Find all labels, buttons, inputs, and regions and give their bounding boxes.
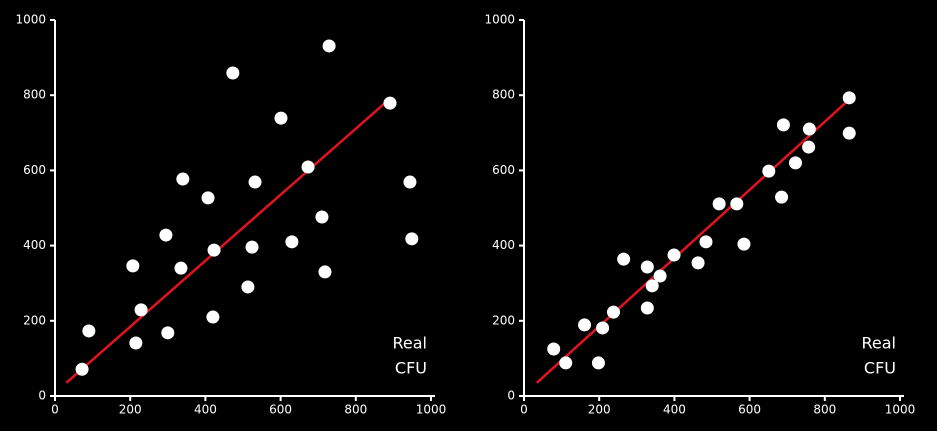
- point: [776, 118, 790, 132]
- point: [712, 197, 726, 211]
- x-tick-label: 1000: [885, 403, 916, 417]
- y-tick-label: 0: [38, 389, 46, 403]
- point: [207, 243, 221, 257]
- point: [241, 280, 255, 294]
- y-tick-label: 600: [23, 163, 46, 177]
- annotation: Real: [862, 334, 897, 353]
- point: [201, 191, 215, 205]
- point: [802, 122, 816, 136]
- point: [667, 248, 681, 262]
- point: [176, 172, 190, 186]
- x-tick-label: 0: [520, 403, 528, 417]
- point: [737, 237, 751, 251]
- point: [134, 303, 148, 317]
- point: [245, 240, 259, 254]
- point: [788, 156, 802, 170]
- point: [802, 140, 816, 154]
- annotation: CFU: [864, 359, 896, 378]
- point: [640, 260, 654, 274]
- point: [274, 111, 288, 125]
- point: [547, 342, 561, 356]
- annotation: CFU: [395, 359, 427, 378]
- point: [129, 336, 143, 350]
- point: [596, 321, 610, 335]
- point: [653, 269, 667, 283]
- x-tick-label: 1000: [416, 403, 447, 417]
- point: [383, 96, 397, 110]
- y-tick-label: 200: [492, 313, 515, 327]
- point: [691, 256, 705, 270]
- x-tick-label: 800: [813, 403, 836, 417]
- point: [226, 66, 240, 80]
- y-tick-label: 400: [492, 238, 515, 252]
- point: [206, 310, 220, 324]
- fit-line: [65, 98, 391, 384]
- point: [161, 326, 175, 340]
- x-tick-label: 200: [119, 403, 142, 417]
- x-tick-label: 0: [51, 403, 59, 417]
- point: [82, 324, 96, 338]
- point: [606, 305, 620, 319]
- point: [645, 279, 659, 293]
- x-tick-label: 400: [194, 403, 217, 417]
- point: [301, 160, 315, 174]
- x-tick-label: 200: [588, 403, 611, 417]
- point: [578, 318, 592, 332]
- point: [126, 259, 140, 273]
- y-tick-label: 0: [507, 389, 515, 403]
- point: [248, 175, 262, 189]
- point: [403, 175, 417, 189]
- annotation: Real: [393, 334, 428, 353]
- point: [617, 252, 631, 266]
- point: [640, 301, 654, 315]
- point: [318, 265, 332, 279]
- y-tick-label: 200: [23, 313, 46, 327]
- point: [842, 91, 856, 105]
- x-tick-label: 800: [344, 403, 367, 417]
- y-tick-label: 1000: [484, 13, 515, 27]
- point: [174, 261, 188, 275]
- y-tick-label: 600: [492, 163, 515, 177]
- point: [591, 356, 605, 370]
- point: [315, 210, 329, 224]
- point: [699, 235, 713, 249]
- point: [775, 190, 789, 204]
- point: [75, 362, 89, 376]
- point: [559, 356, 573, 370]
- point: [842, 126, 856, 140]
- x-tick-label: 600: [269, 403, 292, 417]
- x-tick-label: 400: [663, 403, 686, 417]
- y-tick-label: 800: [23, 88, 46, 102]
- y-tick-label: 800: [492, 88, 515, 102]
- point: [159, 228, 173, 242]
- y-tick-label: 1000: [15, 13, 46, 27]
- fit-line: [535, 96, 852, 384]
- y-tick-label: 400: [23, 238, 46, 252]
- point: [762, 164, 776, 178]
- point: [405, 232, 419, 246]
- point: [322, 39, 336, 53]
- point: [730, 197, 744, 211]
- point: [285, 235, 299, 249]
- x-tick-label: 600: [738, 403, 761, 417]
